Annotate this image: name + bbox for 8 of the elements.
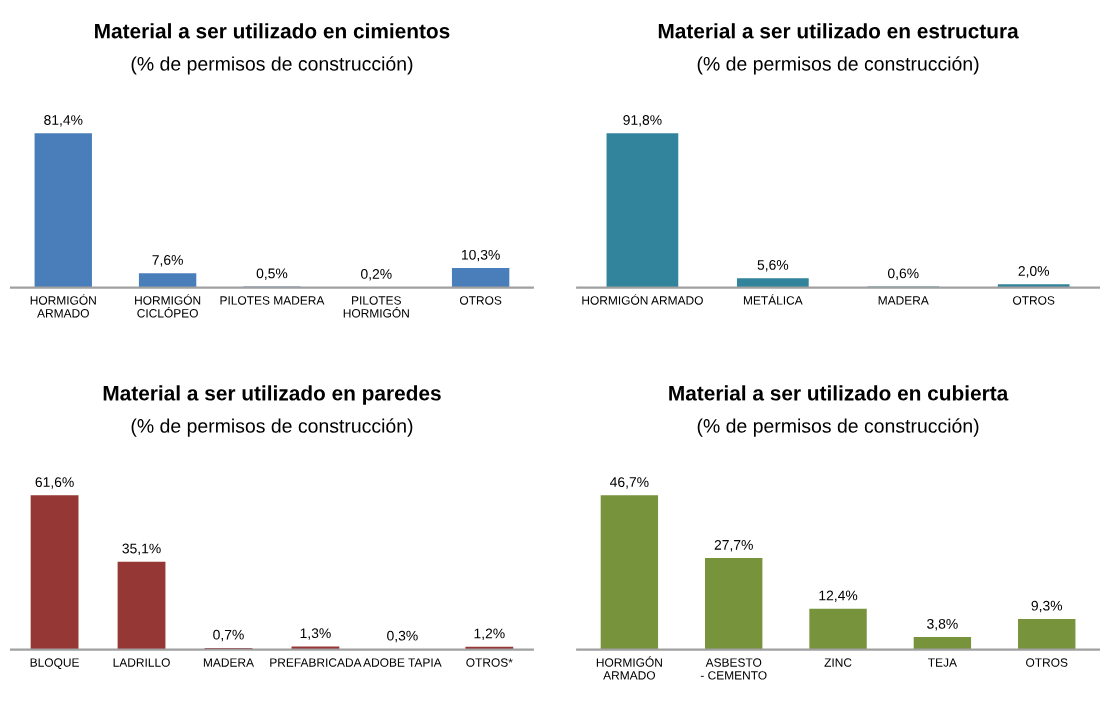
chart-title: Material a ser utilizado en estructura bbox=[658, 23, 1019, 39]
chart-title: Material a ser utilizado en cimientos bbox=[95, 23, 450, 39]
chart-subtitle: (% de permisos de construcción) bbox=[697, 418, 979, 437]
chart-title: Material a ser utilizado en paredes bbox=[103, 385, 441, 405]
chart-subtitle: (% de permisos de construcción) bbox=[697, 56, 979, 75]
chart-subtitle: (% de permisos de construcción) bbox=[131, 56, 413, 75]
chart-subtitle: (% de permisos de construcción) bbox=[131, 418, 413, 437]
chart-title: Material a ser utilizado en cubierta bbox=[669, 385, 1009, 401]
